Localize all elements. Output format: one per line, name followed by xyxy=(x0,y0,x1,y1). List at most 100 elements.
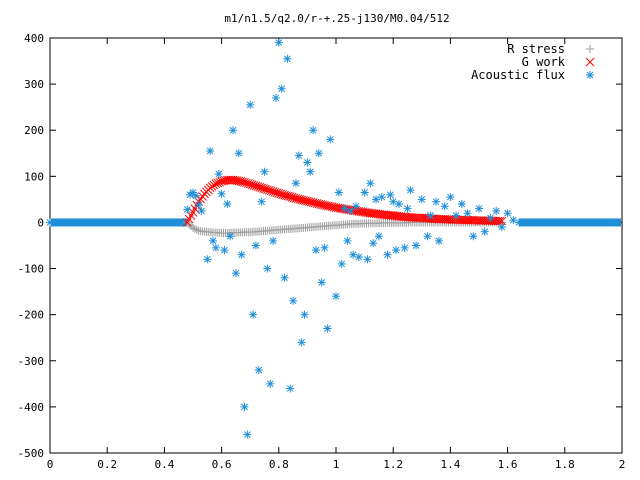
data-point xyxy=(166,218,175,227)
data-point xyxy=(423,232,432,241)
data-point xyxy=(457,200,466,208)
data-point xyxy=(63,218,72,227)
y-tick-label: -100 xyxy=(18,263,45,276)
y-axis: -500 -400 -300 -200 -100 0 100 200 300 400 xyxy=(18,32,622,460)
x-tick-label: 1.8 xyxy=(555,458,575,471)
data-point xyxy=(592,218,601,227)
data-point xyxy=(243,430,252,439)
legend-marker xyxy=(586,45,594,53)
data-point xyxy=(251,241,260,250)
data-point xyxy=(320,243,329,252)
data-point xyxy=(303,158,312,167)
data-point xyxy=(480,227,489,236)
data-point xyxy=(323,324,332,333)
data-point xyxy=(310,198,320,208)
data-point xyxy=(106,218,115,227)
y-tick-label: -500 xyxy=(18,447,45,460)
x-tick-label: 0.2 xyxy=(97,458,117,471)
series-g-work xyxy=(182,175,507,227)
data-point xyxy=(475,204,483,213)
data-point xyxy=(283,54,292,63)
data-point xyxy=(394,200,403,208)
legend-label: R stress xyxy=(507,42,565,56)
data-point xyxy=(189,223,197,232)
data-point xyxy=(297,338,306,347)
data-point xyxy=(286,384,295,393)
x-tick-label: 1.2 xyxy=(383,458,403,471)
data-point xyxy=(206,146,215,155)
legend-marker xyxy=(586,71,594,79)
x-tick-label: 0.4 xyxy=(154,458,174,471)
data-point xyxy=(497,223,506,232)
y-tick-label: 200 xyxy=(24,124,44,137)
data-point xyxy=(183,205,192,214)
data-point xyxy=(299,195,308,205)
data-point xyxy=(374,232,383,241)
x-tick-label: 1.4 xyxy=(440,458,460,471)
data-point xyxy=(186,211,196,221)
data-point xyxy=(190,224,199,233)
data-point xyxy=(492,206,501,215)
data-point xyxy=(240,402,249,411)
data-point xyxy=(266,379,275,388)
data-point xyxy=(140,218,149,227)
y-tick-label: -300 xyxy=(18,355,45,368)
data-point xyxy=(226,232,235,241)
data-point xyxy=(197,206,206,215)
data-point xyxy=(417,195,426,204)
y-tick-label: -200 xyxy=(18,309,45,322)
data-point xyxy=(274,38,283,47)
data-point xyxy=(326,135,335,144)
data-point xyxy=(557,218,566,227)
data-point xyxy=(327,202,337,212)
data-point xyxy=(293,194,303,204)
data-point xyxy=(269,236,278,245)
data-point xyxy=(495,216,505,226)
data-point xyxy=(71,218,80,227)
data-point xyxy=(324,201,333,211)
data-point xyxy=(270,187,280,197)
data-point xyxy=(309,126,318,135)
data-point xyxy=(234,149,243,158)
data-point xyxy=(452,211,461,220)
data-point xyxy=(432,197,441,206)
x-tick-label: 2 xyxy=(619,458,626,471)
data-point xyxy=(217,189,226,198)
data-point xyxy=(229,126,238,135)
x-tick-label: 1 xyxy=(333,458,340,471)
x-tick-label: 0.6 xyxy=(212,458,232,471)
legend-marker xyxy=(585,57,595,67)
data-point xyxy=(231,269,240,278)
data-point xyxy=(392,246,401,255)
data-point xyxy=(363,255,372,264)
data-point xyxy=(214,170,223,179)
y-tick-label: -400 xyxy=(18,401,45,414)
data-point xyxy=(566,218,575,227)
data-point xyxy=(600,218,609,227)
data-point xyxy=(400,243,409,252)
data-point xyxy=(383,250,392,259)
data-point xyxy=(304,197,314,207)
data-point xyxy=(515,218,524,227)
data-point xyxy=(46,218,54,227)
data-point xyxy=(440,202,449,211)
x-tick-label: 0.8 xyxy=(269,458,289,471)
data-point xyxy=(366,179,375,188)
data-point xyxy=(253,182,263,191)
data-point xyxy=(276,189,286,199)
data-point xyxy=(88,218,97,227)
data-point xyxy=(346,206,355,215)
data-point xyxy=(486,213,495,222)
data-point xyxy=(294,151,303,160)
data-point xyxy=(291,179,300,188)
data-point xyxy=(337,259,346,268)
data-point xyxy=(254,366,263,374)
data-point xyxy=(203,255,212,264)
data-point xyxy=(257,197,266,206)
x-tick-label: 0 xyxy=(47,458,54,471)
data-point xyxy=(369,239,378,248)
data-point xyxy=(426,211,435,220)
data-point xyxy=(311,246,320,255)
data-point xyxy=(192,225,201,234)
data-point xyxy=(446,193,455,202)
